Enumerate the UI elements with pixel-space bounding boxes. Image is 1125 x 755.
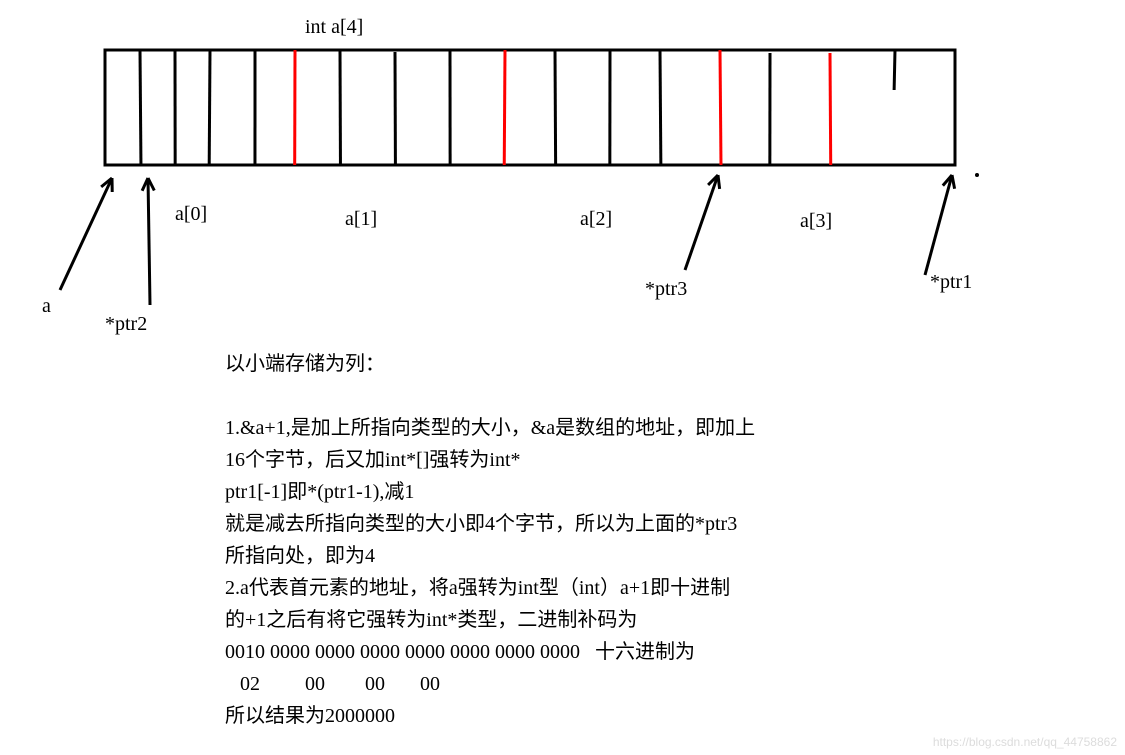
svg-text:*ptr2: *ptr2 (105, 313, 147, 335)
explanation-text: 以小端存储为列： 1.&a+1,是加上所指向类型的大小，&a是数组的地址，即加上… (225, 348, 755, 732)
svg-text:a[1]: a[1] (345, 208, 377, 230)
svg-text:a[2]: a[2] (580, 208, 612, 230)
memory-diagram: int a[4] a[0] a[1] a[2] a[3] a *ptr2 *ptr3 *ptr1 (0, 0, 1125, 345)
watermark: https://blog.csdn.net/qq_44758862 (933, 735, 1117, 749)
svg-text:a: a (42, 295, 51, 317)
svg-text:*ptr1: *ptr1 (930, 271, 972, 293)
svg-text:a[0]: a[0] (175, 203, 207, 225)
svg-text:*ptr3: *ptr3 (645, 278, 687, 300)
svg-text:a[3]: a[3] (800, 210, 832, 232)
svg-text:int a[4]: int a[4] (305, 16, 363, 38)
